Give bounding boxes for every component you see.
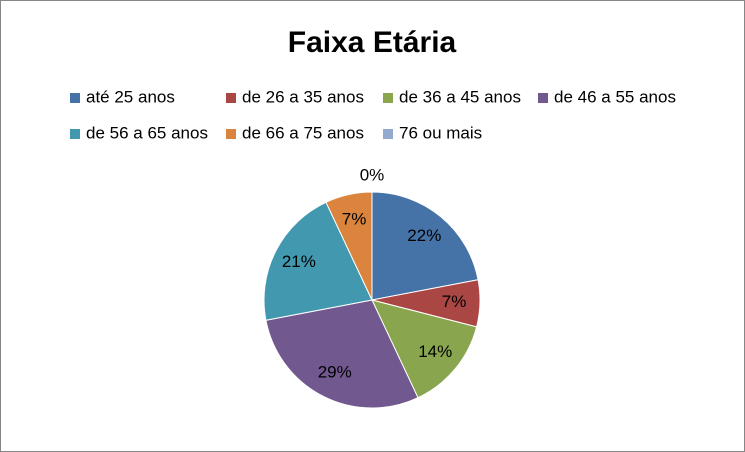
- legend-label: de 26 a 35 anos: [242, 87, 364, 106]
- data-label: 0%: [360, 165, 385, 184]
- legend-swatch: [226, 129, 236, 139]
- legend-label: de 56 a 65 anos: [86, 123, 208, 142]
- chart-title: Faixa Etária: [288, 26, 457, 59]
- legend-swatch: [383, 93, 393, 103]
- pie-slice: [371, 191, 479, 301]
- pie-slice: [265, 299, 419, 409]
- legend-label: 76 ou mais: [399, 123, 482, 142]
- legend-swatch: [70, 93, 80, 103]
- data-label: 7%: [342, 209, 367, 228]
- legend-swatch: [538, 93, 548, 103]
- legend-label: de 66 a 75 anos: [242, 123, 364, 142]
- legend-label: até 25 anos: [86, 87, 175, 106]
- legend-swatch: [226, 93, 236, 103]
- data-label: 22%: [407, 226, 441, 245]
- legend-swatch: [70, 129, 80, 139]
- data-label: 7%: [442, 292, 467, 311]
- data-label: 29%: [318, 363, 352, 382]
- legend-label: de 36 a 45 anos: [399, 87, 521, 106]
- legend-swatch: [383, 129, 393, 139]
- data-label: 21%: [282, 252, 316, 271]
- legend-label: de 46 a 55 anos: [554, 87, 676, 106]
- data-label: 14%: [418, 342, 452, 361]
- pie-slice: [325, 191, 373, 301]
- pie-slice: [263, 201, 373, 321]
- pie-slice: [371, 299, 478, 399]
